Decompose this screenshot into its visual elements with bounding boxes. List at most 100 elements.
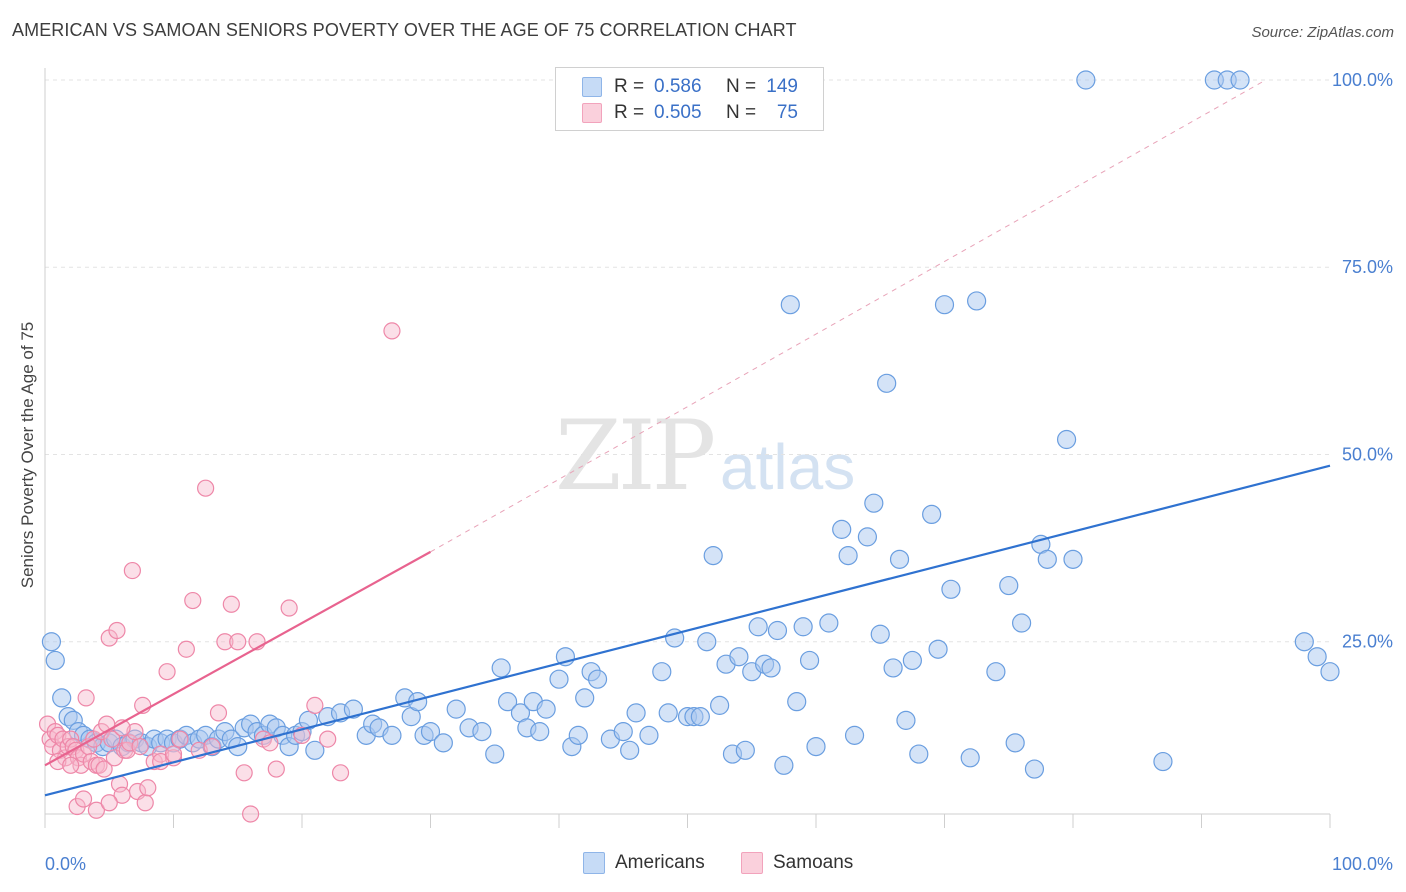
samoans-point xyxy=(77,689,95,707)
americans-point xyxy=(1320,662,1340,682)
samoans-point xyxy=(280,599,298,617)
samoans-point xyxy=(108,621,126,640)
samoans-trend-line xyxy=(44,550,432,767)
americans-point xyxy=(1005,733,1025,753)
americans-point xyxy=(703,546,723,566)
r-label: R = xyxy=(614,76,645,97)
samoans-point xyxy=(216,633,234,651)
watermark-zip: ZIP xyxy=(555,400,716,512)
samoans-point xyxy=(177,640,195,658)
americans-point xyxy=(1024,759,1045,779)
americans-point xyxy=(626,703,646,723)
americans-point xyxy=(986,662,1006,682)
y-tick-label: 100.0% xyxy=(1332,70,1393,90)
americans-point xyxy=(530,722,550,742)
americans-point xyxy=(735,740,755,760)
samoans-point xyxy=(123,561,141,580)
samoans-point xyxy=(319,730,337,748)
americans-point xyxy=(613,722,633,742)
samoans-point xyxy=(95,760,113,778)
samoans-point xyxy=(267,760,285,778)
samoans-point xyxy=(242,805,260,823)
americans-point xyxy=(485,744,505,764)
n-value: 75 xyxy=(776,102,798,123)
n-label: N = xyxy=(726,76,757,97)
americans-point xyxy=(761,658,781,678)
y-tick-label: 50.0% xyxy=(1342,444,1393,464)
samoans-point xyxy=(158,663,176,681)
americans-point xyxy=(1294,632,1314,652)
samoans-point xyxy=(62,756,80,774)
x-tick-label: 0.0% xyxy=(45,854,86,874)
samoans-point xyxy=(383,322,401,340)
americans-point xyxy=(941,579,961,599)
americans-point xyxy=(433,733,453,753)
americans-point xyxy=(652,662,672,682)
americans-point xyxy=(1153,751,1173,772)
americans-point xyxy=(420,722,441,742)
americans-point xyxy=(870,624,890,644)
n-label: N = xyxy=(726,102,757,123)
americans-point xyxy=(1011,613,1032,633)
americans-point xyxy=(498,692,518,712)
americans-point xyxy=(298,710,319,730)
americans-point xyxy=(806,736,826,757)
americans-point xyxy=(799,650,820,671)
americans-point xyxy=(1056,429,1077,450)
americans-point xyxy=(1063,549,1083,569)
americans-point xyxy=(1076,70,1096,90)
chart-title: AMERICAN VS SAMOAN SENIORS POVERTY OVER … xyxy=(12,20,797,40)
samoans-point xyxy=(164,745,183,763)
y-tick-label: 75.0% xyxy=(1342,257,1393,277)
legend-item-americans: Americans xyxy=(583,852,705,874)
americans-point xyxy=(620,740,640,760)
americans-point xyxy=(343,699,363,719)
legend-row-samoans: R = 0.505 N = 75 xyxy=(582,101,798,125)
americans-point xyxy=(1307,647,1327,667)
y-tick-label: 25.0% xyxy=(1342,632,1393,652)
americans-legend-swatch xyxy=(583,852,605,874)
samoans-point xyxy=(74,790,93,808)
samoans-trend-extrapolated xyxy=(430,79,1266,553)
samoans-point xyxy=(136,794,154,812)
americans-point xyxy=(41,632,62,652)
americans-point xyxy=(587,669,608,689)
samoans-point xyxy=(121,734,139,752)
y-axis-label: Seniors Poverty Over the Age of 75 xyxy=(18,321,37,589)
americans-point xyxy=(832,519,852,539)
samoans-point xyxy=(87,801,106,819)
americans-point xyxy=(639,725,659,745)
americans-swatch xyxy=(582,77,602,97)
samoans-point xyxy=(197,479,215,497)
americans-point xyxy=(690,707,710,727)
x-tick-label: 100.0% xyxy=(1332,854,1393,874)
americans-point xyxy=(729,647,749,667)
americans-point xyxy=(928,639,948,659)
americans-point xyxy=(967,291,987,311)
americans-point xyxy=(780,295,800,315)
americans-point xyxy=(774,755,794,775)
americans-point xyxy=(819,613,839,633)
americans-point xyxy=(536,699,556,719)
americans-point xyxy=(52,688,72,708)
americans-point xyxy=(787,692,807,712)
samoans-legend-label: Samoans xyxy=(773,852,854,873)
americans-point xyxy=(305,740,325,760)
americans-point xyxy=(767,620,788,641)
americans-point xyxy=(697,632,717,652)
samoans-point xyxy=(184,591,202,610)
americans-point xyxy=(883,658,903,678)
correlation-legend: R = 0.586 N = 149 R = 0.505 N = 75 xyxy=(555,67,824,131)
samoans-point xyxy=(331,764,350,782)
americans-point xyxy=(710,695,730,715)
r-value: 0.586 xyxy=(654,76,702,97)
americans-point xyxy=(934,295,955,315)
americans-point xyxy=(1037,549,1057,569)
legend-item-samoans: Samoans xyxy=(741,852,853,874)
americans-point xyxy=(472,722,492,742)
source-credit: Source: ZipAtlas.com xyxy=(1251,24,1394,41)
samoans-point xyxy=(209,704,228,722)
americans-point xyxy=(748,617,768,637)
series-legend: Americans Samoans xyxy=(0,852,1406,878)
americans-point xyxy=(45,650,65,671)
